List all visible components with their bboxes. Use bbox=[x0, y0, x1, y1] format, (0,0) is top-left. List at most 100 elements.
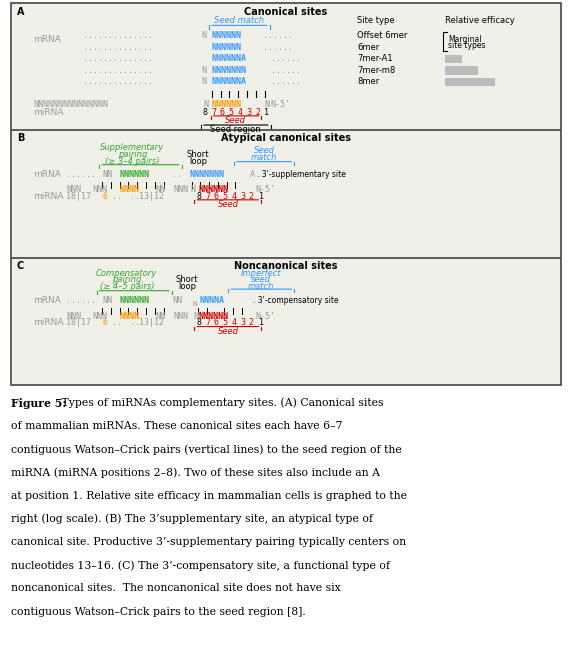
Text: 3: 3 bbox=[240, 192, 245, 201]
Text: 18|17: 18|17 bbox=[66, 318, 92, 327]
Text: 18|17: 18|17 bbox=[66, 192, 92, 201]
Text: Short: Short bbox=[187, 150, 209, 159]
Text: pairing: pairing bbox=[112, 276, 141, 285]
Text: ......: ...... bbox=[272, 65, 301, 74]
Text: 3: 3 bbox=[240, 318, 245, 327]
Text: N: N bbox=[193, 301, 197, 307]
Text: . 3'-compensatory site: . 3'-compensatory site bbox=[253, 296, 339, 305]
Text: match: match bbox=[248, 282, 275, 291]
Text: ..............: .............. bbox=[83, 43, 153, 52]
Text: 13|12: 13|12 bbox=[139, 318, 164, 327]
Text: ..: .. bbox=[129, 192, 140, 201]
Text: right (log scale). (B) The 3’supplementary site, an atypical type of: right (log scale). (B) The 3’supplementa… bbox=[11, 514, 374, 524]
Text: NNN: NNN bbox=[66, 185, 81, 194]
Text: seed: seed bbox=[251, 276, 271, 285]
Text: NNNNNN: NNNNNN bbox=[198, 185, 229, 194]
Text: Seed: Seed bbox=[253, 146, 275, 155]
Text: 6: 6 bbox=[220, 107, 225, 116]
Text: ..: .. bbox=[112, 318, 122, 327]
Text: 7: 7 bbox=[205, 192, 210, 201]
Text: 8mer: 8mer bbox=[358, 77, 380, 86]
Text: C: C bbox=[17, 261, 24, 271]
Text: Supplementary: Supplementary bbox=[100, 143, 164, 152]
Text: NNNNNN: NNNNNN bbox=[212, 100, 242, 109]
Text: N: N bbox=[265, 100, 269, 109]
Text: Noncanonical sites: Noncanonical sites bbox=[235, 261, 337, 271]
Text: ......: ...... bbox=[263, 31, 293, 40]
Text: NNN: NNN bbox=[173, 185, 188, 194]
Text: NNNNNN: NNNNNN bbox=[198, 312, 229, 321]
Text: noncanonical sites.  The noncanonical site does not have six: noncanonical sites. The noncanonical sit… bbox=[11, 584, 341, 593]
Text: Seed: Seed bbox=[218, 327, 239, 336]
Text: NNN: NNN bbox=[93, 185, 108, 194]
Text: contiguous Watson–Crick pairs to the seed region [8].: contiguous Watson–Crick pairs to the see… bbox=[11, 607, 306, 617]
Text: N: N bbox=[194, 312, 198, 321]
Text: NNNN: NNNN bbox=[119, 312, 139, 321]
FancyBboxPatch shape bbox=[11, 3, 561, 385]
Text: 6: 6 bbox=[214, 318, 219, 327]
Text: Seed region: Seed region bbox=[210, 126, 261, 135]
Text: ..: .. bbox=[112, 192, 122, 201]
Text: NNNNNN: NNNNNN bbox=[119, 170, 149, 179]
Text: Short: Short bbox=[176, 276, 198, 285]
Text: miRNA: miRNA bbox=[33, 192, 64, 201]
Text: match: match bbox=[251, 153, 277, 162]
Text: miRNA (miRNA positions 2–8). Two of these sites also include an A: miRNA (miRNA positions 2–8). Two of thes… bbox=[11, 467, 380, 478]
Text: Atypical canonical sites: Atypical canonical sites bbox=[221, 133, 351, 144]
Text: Offset 6mer: Offset 6mer bbox=[358, 31, 408, 40]
Text: ......: ...... bbox=[66, 170, 96, 179]
Text: 6: 6 bbox=[214, 192, 219, 201]
Text: mRNA: mRNA bbox=[33, 296, 61, 305]
Text: 7: 7 bbox=[211, 107, 216, 116]
Text: 13|12: 13|12 bbox=[139, 192, 164, 201]
Text: ..............: .............. bbox=[83, 31, 153, 40]
Text: NNNNA: NNNNA bbox=[200, 296, 225, 305]
Text: NNNNNNA: NNNNNNA bbox=[212, 54, 247, 63]
Text: 8: 8 bbox=[202, 107, 207, 116]
Text: 5: 5 bbox=[223, 318, 228, 327]
Text: mRNA: mRNA bbox=[33, 170, 61, 179]
Text: NNNNNNN: NNNNNNN bbox=[212, 65, 247, 74]
Text: pairing: pairing bbox=[118, 150, 147, 159]
Text: NN: NN bbox=[102, 296, 112, 305]
Text: miRNA: miRNA bbox=[33, 318, 64, 327]
Text: ......: ...... bbox=[272, 54, 301, 63]
Text: NNN: NNN bbox=[93, 312, 108, 321]
Text: contiguous Watson–Crick pairs (vertical lines) to the seed region of the: contiguous Watson–Crick pairs (vertical … bbox=[11, 444, 402, 455]
Text: 2: 2 bbox=[249, 318, 254, 327]
Text: 7mer-A1: 7mer-A1 bbox=[358, 54, 393, 63]
Text: 2: 2 bbox=[249, 192, 254, 201]
Text: Seed: Seed bbox=[225, 116, 246, 125]
Text: NNN: NNN bbox=[66, 312, 81, 321]
Text: Figure 5:: Figure 5: bbox=[11, 398, 67, 409]
Text: NN: NN bbox=[102, 170, 112, 179]
Text: ......: ...... bbox=[263, 43, 293, 52]
Text: NN: NN bbox=[156, 312, 165, 321]
Text: 1: 1 bbox=[264, 107, 269, 116]
Text: Seed match: Seed match bbox=[214, 16, 264, 25]
Text: 4: 4 bbox=[231, 192, 236, 201]
Text: 4: 4 bbox=[237, 107, 243, 116]
Text: ..............: .............. bbox=[83, 54, 153, 63]
Text: 7mer-m8: 7mer-m8 bbox=[358, 65, 396, 74]
Text: (≥ 3–4 pairs): (≥ 3–4 pairs) bbox=[105, 157, 160, 166]
Text: 8: 8 bbox=[196, 318, 201, 327]
Text: B: B bbox=[17, 133, 24, 144]
Text: nucleotides 13–16. (C) The 3’-compensatory site, a functional type of: nucleotides 13–16. (C) The 3’-compensato… bbox=[11, 560, 391, 571]
Text: NN: NN bbox=[172, 296, 182, 305]
Text: ..............: .............. bbox=[83, 77, 153, 86]
Text: 6: 6 bbox=[102, 318, 107, 327]
Text: 8: 8 bbox=[196, 192, 201, 201]
Text: 1: 1 bbox=[259, 192, 264, 201]
Text: A: A bbox=[17, 7, 25, 17]
Text: 4: 4 bbox=[231, 318, 236, 327]
Text: NNNNNN: NNNNNN bbox=[119, 296, 149, 305]
Text: ..: .. bbox=[172, 170, 182, 179]
Text: N-5': N-5' bbox=[256, 312, 276, 321]
Text: ..............: .............. bbox=[83, 65, 153, 74]
Text: NNNNNN: NNNNNN bbox=[212, 31, 242, 40]
Text: Compensatory: Compensatory bbox=[96, 269, 157, 278]
Text: Types of miRNAs complementary sites. (A) Canonical sites: Types of miRNAs complementary sites. (A)… bbox=[58, 398, 384, 408]
Text: loop: loop bbox=[189, 157, 207, 166]
Text: Site type: Site type bbox=[358, 16, 395, 25]
